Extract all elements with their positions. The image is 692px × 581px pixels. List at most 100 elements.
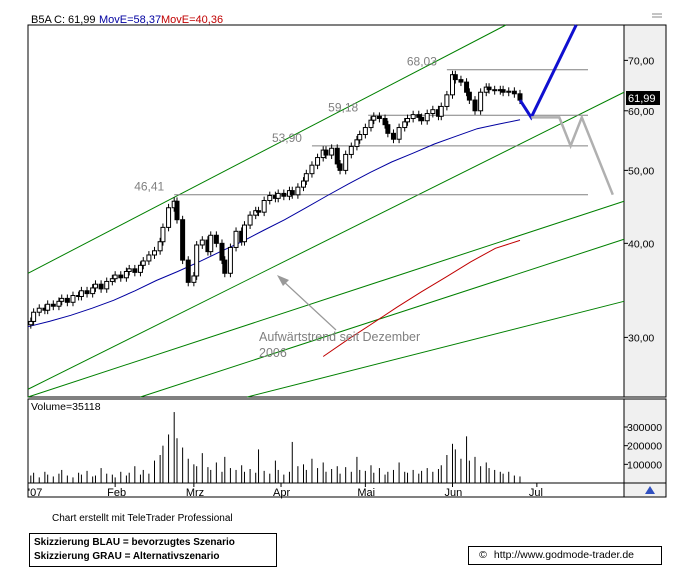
candle-body bbox=[396, 127, 402, 140]
annotation-line1: Aufwärtstrend seit Dezember bbox=[259, 330, 420, 344]
candle-body bbox=[323, 149, 329, 156]
candle-body bbox=[191, 275, 197, 283]
candle-body bbox=[219, 242, 225, 261]
candle-body bbox=[166, 207, 172, 228]
candle-body bbox=[50, 303, 56, 307]
volume-axis-panel bbox=[623, 398, 667, 484]
candle-body bbox=[416, 114, 422, 118]
candle-body bbox=[402, 121, 408, 129]
price-tick-label: 40,00 bbox=[628, 238, 654, 250]
scenario-legend: Skizzierung BLAU = bevorzugtes Szenario … bbox=[29, 533, 277, 567]
trendline-support-1 bbox=[27, 200, 625, 398]
copyright-icon: © bbox=[479, 549, 487, 561]
price-level-label: 59,18 bbox=[328, 100, 358, 114]
candle-body bbox=[368, 119, 374, 129]
candle-body bbox=[199, 239, 205, 246]
header-ma-fast: MovE=58,37 bbox=[99, 14, 161, 26]
candle-body bbox=[28, 320, 34, 326]
candle-body bbox=[59, 297, 65, 302]
trend-annotation: Aufwärtstrend seit Dezember 2006 bbox=[259, 275, 420, 360]
candle-body bbox=[385, 124, 391, 134]
candle-body bbox=[36, 307, 42, 313]
price-level-label: 53,90 bbox=[272, 131, 302, 145]
candle-body bbox=[123, 270, 129, 279]
price-level-label: 68,03 bbox=[407, 55, 437, 69]
candle-body bbox=[78, 290, 84, 297]
candle-body bbox=[126, 268, 132, 272]
annotation-arrowhead-icon bbox=[277, 275, 289, 286]
legend-grey: Skizzierung GRAU = Alternativszenario bbox=[34, 551, 220, 562]
scroll-arrow-up-icon[interactable] bbox=[652, 13, 662, 18]
candle-body bbox=[444, 94, 450, 107]
volume-label: Volume=35118 bbox=[31, 401, 101, 413]
candle-body bbox=[472, 99, 478, 112]
x-tick-label: Mrz bbox=[186, 487, 204, 499]
moving-average-line bbox=[322, 239, 521, 357]
candle-body bbox=[174, 200, 180, 221]
candle-body bbox=[247, 214, 253, 226]
candle-body bbox=[390, 132, 396, 140]
price-tick-label: 70,00 bbox=[628, 55, 654, 67]
candle-body bbox=[517, 93, 523, 101]
candle-body bbox=[109, 278, 115, 282]
candle-body bbox=[84, 290, 90, 295]
annotation-line2: 2006 bbox=[259, 346, 287, 360]
price-tick-label: 60,00 bbox=[628, 106, 654, 118]
candle-body bbox=[160, 226, 166, 243]
annotation-arrow bbox=[281, 279, 337, 331]
header-legend: B5A C: 61,99 MovE=58,37 MovE=40,36 bbox=[31, 14, 223, 26]
candle-body bbox=[31, 311, 37, 322]
candle-body bbox=[213, 234, 219, 244]
candle-body bbox=[419, 116, 425, 122]
x-tick-label: Jun bbox=[445, 487, 463, 499]
candle-body bbox=[478, 91, 484, 112]
candle-body bbox=[410, 114, 416, 119]
price-level-label: 46,41 bbox=[134, 180, 164, 194]
candle-body bbox=[70, 295, 76, 303]
price-axis-panel bbox=[623, 24, 667, 398]
candle-body bbox=[146, 254, 152, 262]
candle-body bbox=[104, 280, 110, 290]
volume-tick-label: 200000 bbox=[627, 441, 662, 453]
x-axis-corner bbox=[623, 482, 667, 498]
candle-body bbox=[348, 145, 354, 155]
candle-body bbox=[500, 89, 506, 93]
candle-body bbox=[357, 134, 363, 141]
candle-body bbox=[208, 234, 214, 253]
header-close-label: C: bbox=[54, 14, 65, 26]
candle-body bbox=[222, 259, 228, 274]
candle-body bbox=[301, 180, 307, 188]
candle-body bbox=[382, 117, 388, 126]
chart-tool-icon[interactable] bbox=[645, 486, 655, 494]
candle-body bbox=[438, 105, 444, 117]
volume-plot-area bbox=[27, 398, 625, 484]
candle-body bbox=[430, 109, 436, 115]
price-tick-label: 30,00 bbox=[628, 332, 654, 344]
header-ma-slow: MovE=40,36 bbox=[161, 14, 223, 26]
price-plot-area bbox=[27, 24, 625, 398]
candle-body bbox=[227, 246, 233, 274]
x-axis: '07 Feb Mrz Apr Mai Jun Jul bbox=[27, 482, 667, 499]
candle-body bbox=[233, 230, 239, 248]
candle-body bbox=[253, 210, 259, 216]
candle-body bbox=[137, 264, 143, 273]
candle-body bbox=[511, 90, 517, 95]
candle-body bbox=[303, 173, 309, 182]
candle-body bbox=[261, 200, 267, 213]
candle-body bbox=[405, 117, 411, 123]
candle-body bbox=[452, 74, 458, 81]
candle-body bbox=[56, 300, 62, 307]
x-tick-label: '07 bbox=[28, 487, 42, 499]
candle-body bbox=[343, 153, 349, 171]
volume-tick-label: 100000 bbox=[627, 459, 662, 471]
price-tick-label: 50,00 bbox=[628, 165, 654, 177]
last-price-badge: 61,99 bbox=[626, 91, 660, 105]
candle-body bbox=[256, 210, 262, 213]
candle-body bbox=[492, 89, 498, 92]
trendline-channel-upper bbox=[27, 24, 507, 274]
source-url[interactable]: http://www.godmode-trader.de bbox=[493, 549, 635, 561]
volume-panel: Volume=35118 300000 200000 100000 bbox=[27, 398, 667, 484]
source-link[interactable]: © http://www.godmode-trader.de bbox=[468, 546, 662, 565]
candle-body bbox=[450, 74, 456, 96]
